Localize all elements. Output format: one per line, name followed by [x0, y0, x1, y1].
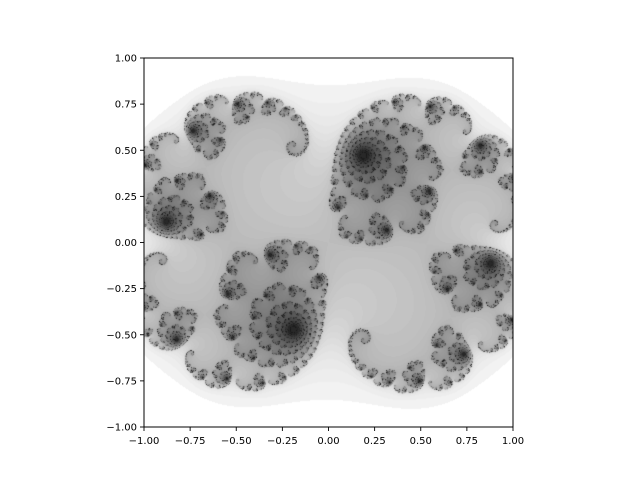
x-tick-label: −0.25 — [267, 436, 298, 447]
x-tick-label: −0.75 — [175, 436, 206, 447]
x-tick-label: 1.00 — [502, 436, 524, 447]
plot-area — [143, 57, 514, 428]
y-tick-label: 1.00 — [115, 54, 137, 65]
x-tick-label: 0.25 — [363, 436, 385, 447]
y-tick-label: 0.75 — [115, 100, 137, 111]
y-tick-label: −0.25 — [106, 284, 137, 295]
y-tick-label: 0.25 — [115, 192, 137, 203]
fractal-heatmap-image — [144, 58, 513, 427]
y-tick-label: 0.00 — [115, 238, 137, 249]
y-tick-label: −1.00 — [106, 423, 137, 434]
x-tick-label: 0.75 — [456, 436, 478, 447]
x-tick-label: 0.50 — [410, 436, 432, 447]
x-axis: −1.00 −0.75 −0.50 −0.25 0.00 0.25 0.50 0.75 1.00 — [129, 427, 524, 447]
x-tick-label: −1.00 — [129, 436, 160, 447]
y-tick-label: 0.50 — [115, 146, 137, 157]
y-tick-label: −0.75 — [106, 376, 137, 387]
x-tick-label: −0.50 — [221, 436, 252, 447]
y-tick-label: −0.50 — [106, 330, 137, 341]
y-axis: −1.00 −0.75 −0.50 −0.25 0.00 0.25 0.50 0.75 1.00 — [106, 54, 144, 434]
x-tick-label: 0.00 — [317, 436, 339, 447]
